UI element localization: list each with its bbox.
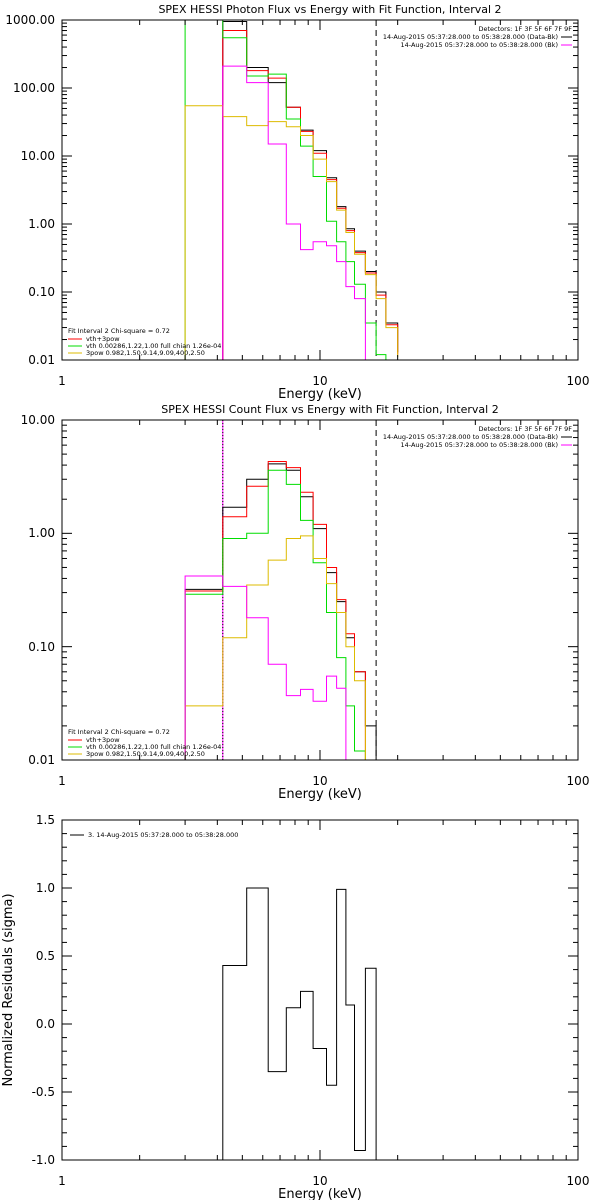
series-line-4 [222,65,366,360]
panel-3-ytick-label: 0.5 [36,949,55,963]
panel-2-ytick-label: 10.00 [21,413,55,427]
panel-1-legend-label: 3pow 0.982,1.50,9.14,9.09,400,2.50 [86,349,205,357]
panel-3-ytick-label: 1.5 [36,813,55,827]
panel-1-xtick-label: 1 [58,374,66,388]
panel-1-ytick-label: 0.10 [28,285,55,299]
panel-1-legend-label: vth+3pow [86,335,120,343]
panel-2-axes: 1 10 100 0.01 0.10 1.00 10.00 [21,413,590,788]
panel-2-xtick-label: 10 [312,774,327,788]
panel-1-ytick-label: 1000.00 [5,13,55,27]
panel-photon-flux: SPEX HESSI Photon Flux vs Energy with Fi… [5,3,589,402]
panel-1-ytick-label: 10.00 [21,149,55,163]
series-line-2 [184,469,366,760]
panel-2-plot-area [184,420,377,760]
panel-1-plot-area [184,19,399,360]
panel-2-legend-label: vth 0.00286,1.22,1.00 full chian 1.26e-0… [86,743,221,751]
series-line-0 [222,887,377,1160]
panel-2-ytick-label: 0.10 [28,640,55,654]
panel-1-title: SPEX HESSI Photon Flux vs Energy with Fi… [158,3,501,16]
panel-count-flux: SPEX HESSI Count Flux vs Energy with Fit… [21,403,590,802]
panel-3-ytick-label: -1.0 [32,1153,55,1167]
panel-2-legend-label: vth+3pow [86,736,120,744]
panel-2-legend-label: 3pow 0.982,1.50,9.14,9.09,400,2.50 [86,750,205,758]
panel-1-xtick-label: 10 [312,374,327,388]
panel-residuals: 1 10 100 -1.0 -0.5 0.0 0.5 1.0 1.5 Energ… [1,813,589,1200]
panel-1-annotations: Detectors: 1F 3F 5F 6F 7F 9F 14-Aug-2015… [383,25,572,49]
series-line-4 [184,575,347,760]
panel-2-xlabel: Energy (keV) [278,787,362,802]
panel-2-ytick-label: 1.00 [28,526,55,540]
panel-3-ytick-label: 0.0 [36,1017,55,1031]
panel-3-plot-area [222,887,377,1160]
panel-1-interval-bk-label: 14-Aug-2015 05:37:28.000 to 05:38:28.000… [401,41,558,49]
panel-3-legend: 3. 14-Aug-2015 05:37:28.000 to 05:38:28.… [70,831,238,839]
panel-1-legend: Fit Interval 2 Chi-square = 0.72 vth+3po… [68,327,221,357]
series-line-1 [184,461,366,760]
panel-1-legend-title: Fit Interval 2 Chi-square = 0.72 [68,327,170,335]
series-line-3 [184,105,399,360]
panel-1-axes: 1 10 100 0.01 0.10 1.00 10.00 100.00 100… [5,13,589,388]
panel-1-ytick-label: 1.00 [28,217,55,231]
panel-1-interval-data-label: 14-Aug-2015 05:37:28.000 to 05:38:28.000… [383,33,558,41]
panel-1-detectors-label: Detectors: 1F 3F 5F 6F 7F 9F [478,25,572,33]
panel-1-ytick-label: 100.00 [13,81,55,95]
series-line-3 [184,535,366,760]
panel-2-interval-bk-label: 14-Aug-2015 05:37:28.000 to 05:38:28.000… [401,441,558,449]
panel-2-interval-data-label: 14-Aug-2015 05:37:28.000 to 05:38:28.000… [383,433,558,441]
panel-2-legend-title: Fit Interval 2 Chi-square = 0.72 [68,728,170,736]
panel-2-xtick-label: 1 [58,774,66,788]
panel-3-xtick-label: 10 [312,1174,327,1188]
panel-2-detectors-label: Detectors: 1F 3F 5F 6F 7F 9F [478,425,572,433]
panel-3-xlabel: Energy (keV) [278,1187,362,1200]
panel-2-xtick-label: 100 [567,774,590,788]
panel-3-xtick-label: 1 [58,1174,66,1188]
panel-3-ytick-label: -0.5 [32,1085,55,1099]
panel-1-xlabel: Energy (keV) [278,387,362,402]
panel-3-ylabel: Normalized Residuals (sigma) [1,893,16,1086]
panel-2-ytick-label: 0.01 [28,753,55,767]
panel-3-xtick-label: 100 [567,1174,590,1188]
panel-2-annotations: Detectors: 1F 3F 5F 6F 7F 9F 14-Aug-2015… [383,425,572,449]
panel-2-title: SPEX HESSI Count Flux vs Energy with Fit… [161,403,498,416]
panel-1-xtick-label: 100 [567,374,590,388]
panel-3-ytick-label: 1.0 [36,881,55,895]
panel-3-axes: 1 10 100 -1.0 -0.5 0.0 0.5 1.0 1.5 [32,813,590,1188]
panel-1-ytick-label: 0.01 [28,353,55,367]
panel-2-legend: Fit Interval 2 Chi-square = 0.72 vth+3po… [68,728,221,758]
panel-1-legend-label: vth 0.00286,1.22,1.00 full chian 1.26e-0… [86,342,221,350]
panel-3-legend-label: 3. 14-Aug-2015 05:37:28.000 to 05:38:28.… [88,831,238,839]
